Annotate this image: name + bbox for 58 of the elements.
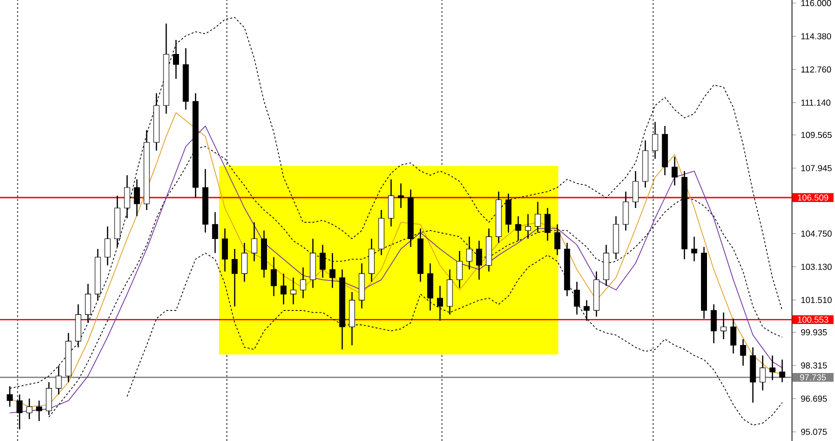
candlestick xyxy=(515,216,522,242)
candlestick xyxy=(544,207,551,242)
y-tick-label: 111.140 xyxy=(801,100,830,106)
candlestick xyxy=(476,240,482,280)
y-tick-label: 95.075 xyxy=(801,428,827,435)
candlestick xyxy=(241,242,248,282)
candlestick xyxy=(320,244,326,278)
candlestick xyxy=(173,39,180,80)
candlestick xyxy=(398,182,404,209)
candlestick xyxy=(534,201,541,234)
candlestick xyxy=(436,285,444,322)
candlestick xyxy=(584,300,590,322)
candlestick xyxy=(290,277,296,305)
candlestick xyxy=(36,400,42,422)
candlestick xyxy=(760,354,766,391)
candlestick xyxy=(672,156,678,186)
candlestick xyxy=(622,190,629,232)
y-tick-label: 114.380 xyxy=(801,33,832,40)
candlestick xyxy=(104,226,111,266)
candlestick xyxy=(124,174,130,219)
y-tick-label: 116.000 xyxy=(801,0,832,6)
ref-line-label: 97.735 xyxy=(800,374,826,380)
y-tick-label: 96.695 xyxy=(801,396,827,402)
candlestick xyxy=(740,338,746,366)
y-tick-label: 104.750 xyxy=(801,230,832,237)
candlestick xyxy=(632,170,639,209)
candlestick xyxy=(720,312,727,340)
candlestick xyxy=(554,224,560,256)
candlestick xyxy=(26,398,32,420)
candlestick xyxy=(574,281,580,316)
candlestick xyxy=(212,211,218,254)
candlestick xyxy=(85,283,92,324)
candlestick xyxy=(388,178,394,228)
y-tick-label: 101.510 xyxy=(801,296,832,304)
candlestick xyxy=(222,228,228,272)
y-tick-label: 109.565 xyxy=(801,132,832,138)
candlestick xyxy=(769,354,776,381)
candlestick xyxy=(134,178,140,217)
y-tick-label: 99.935 xyxy=(801,329,827,336)
candlestick xyxy=(730,318,736,354)
candlestick xyxy=(329,252,336,289)
candlestick xyxy=(524,214,532,240)
candlestick xyxy=(710,304,717,344)
candlestick xyxy=(251,222,258,262)
candlestick xyxy=(270,256,277,297)
y-tick-label: 98.315 xyxy=(801,362,827,369)
y-tick-label: 112.760 xyxy=(801,66,832,73)
candlestick xyxy=(300,266,306,299)
candlestick xyxy=(456,250,463,289)
candlestick xyxy=(691,236,698,262)
candlestick xyxy=(232,248,238,307)
y-tick-label: 107.945 xyxy=(801,165,832,172)
candlestick xyxy=(280,272,287,305)
ref-line-label: 106.509 xyxy=(798,194,828,201)
ref-line-label: 100.553 xyxy=(798,316,828,323)
y-tick-label: 103.130 xyxy=(801,264,832,270)
candlestick xyxy=(466,236,472,270)
candlestick xyxy=(779,359,786,383)
